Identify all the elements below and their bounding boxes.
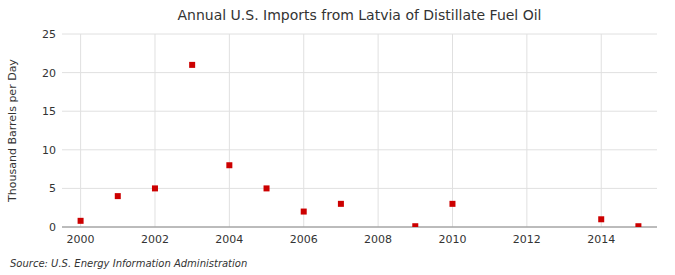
x-axis-line (62, 227, 657, 228)
x-tick-label: 2014 (587, 233, 615, 246)
x-grid-line (526, 34, 527, 227)
data-point (152, 185, 158, 191)
data-point (449, 201, 455, 207)
plot-area (62, 34, 657, 227)
x-grid-line (154, 34, 155, 227)
x-grid-line (303, 34, 304, 227)
x-tick-label: 2012 (513, 233, 541, 246)
x-tick-label: 2002 (141, 233, 169, 246)
y-tick-label: 15 (42, 105, 56, 118)
chart-container: 0 5 10 15 20 25 2000 2002 2004 2006 2008 2010 2012 20… (0, 0, 675, 275)
x-grid-line (601, 34, 602, 227)
x-grid-line (378, 34, 379, 227)
y-tick-label: 25 (42, 28, 56, 41)
y-grid-line (62, 72, 657, 73)
source-note: Source: U.S. Energy Information Administ… (10, 258, 247, 269)
y-tick-label: 20 (42, 67, 56, 80)
data-point (189, 62, 195, 68)
chart: 0 5 10 15 20 25 2000 2002 2004 2006 2008 2010 2012 20… (0, 0, 675, 275)
title: Annual U.S. Imports from Latvia of Disti… (177, 7, 541, 23)
x-tick-label: 2008 (364, 233, 392, 246)
y-tick-label: 5 (49, 182, 56, 195)
y-grid-line (62, 149, 657, 150)
axes: 0 5 10 15 20 25 2000 2002 2004 2006 2008 2010 2012 20… (42, 28, 657, 246)
data-point (78, 218, 84, 224)
y-axis-label: Thousand Barrels per Day (6, 59, 19, 203)
x-grid-line (452, 34, 453, 227)
x-tick-label: 2006 (290, 233, 318, 246)
y-grid-line (62, 188, 657, 189)
y-grid-line (62, 34, 657, 35)
y-tick-label: 0 (49, 221, 56, 234)
x-grid-line (80, 34, 81, 227)
x-tick-label: 2010 (438, 233, 466, 246)
points (78, 62, 642, 227)
data-point (412, 223, 418, 227)
x-tick-label: 2000 (67, 233, 95, 246)
y-grid-line (62, 227, 657, 228)
y-tick-label: 10 (42, 144, 56, 157)
data-point (115, 193, 121, 199)
data-point (598, 216, 604, 222)
x-tick-label: 2004 (215, 233, 243, 246)
data-point (338, 201, 344, 207)
y-grid-line (62, 111, 657, 112)
x-grid-line (229, 34, 230, 227)
grid (62, 34, 657, 227)
data-point (264, 185, 270, 191)
data-point (301, 209, 307, 215)
data-point (226, 162, 232, 168)
data-point (635, 223, 641, 227)
